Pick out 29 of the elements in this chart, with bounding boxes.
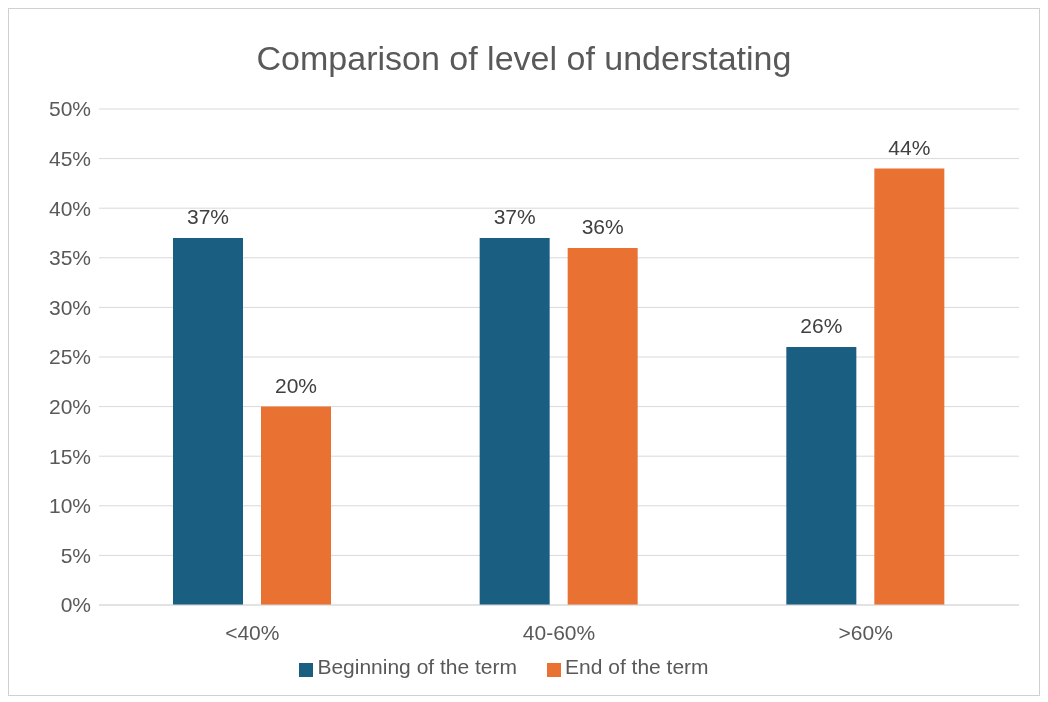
- legend-label: Beginning of the term: [317, 655, 518, 678]
- y-tick-label: 40%: [48, 196, 91, 220]
- y-tick-label: 35%: [48, 246, 91, 270]
- x-tick-label: 40-60%: [522, 620, 596, 644]
- data-label: 36%: [581, 214, 624, 238]
- data-label: 37%: [186, 204, 230, 228]
- bar: [261, 406, 331, 605]
- chart-title: Comparison of level of understating: [255, 38, 793, 79]
- y-tick-label: 45%: [48, 147, 91, 171]
- bar: [173, 237, 243, 605]
- y-tick-label: 20%: [48, 395, 91, 419]
- y-tick-label: 5%: [60, 543, 91, 567]
- y-tick-label: 50%: [48, 97, 91, 121]
- bar: [874, 168, 945, 605]
- y-tick-label: 15%: [48, 444, 91, 468]
- data-label: 26%: [800, 314, 843, 338]
- bar: [786, 347, 857, 605]
- bar: [479, 237, 550, 605]
- y-tick-label: 10%: [48, 494, 91, 518]
- data-label: 20%: [274, 373, 318, 397]
- x-tick-label: <40%: [225, 620, 280, 644]
- data-label: 37%: [493, 204, 536, 228]
- x-tick-label: >60%: [838, 620, 893, 644]
- data-label: 44%: [888, 135, 931, 159]
- y-tick-label: 30%: [48, 295, 91, 319]
- legend-label: End of the term: [565, 655, 709, 678]
- y-tick-label: 0%: [60, 593, 91, 617]
- y-tick-label: 25%: [48, 345, 91, 369]
- bar: [567, 247, 638, 605]
